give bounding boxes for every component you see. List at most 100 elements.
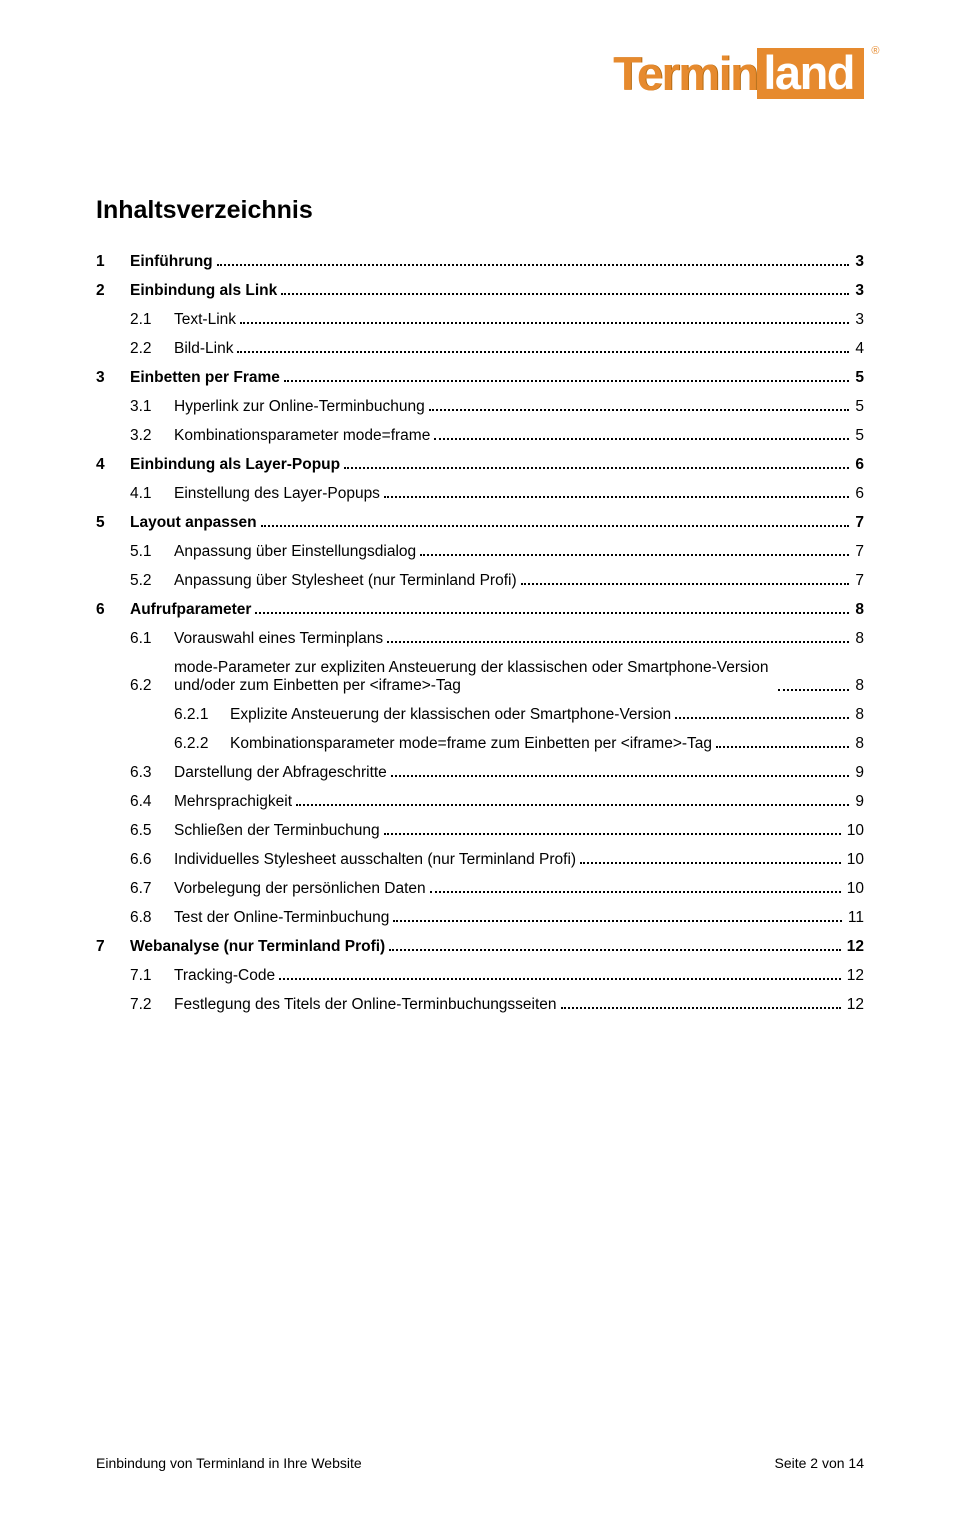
toc-page-number: 8	[853, 735, 864, 753]
toc-entry[interactable]: 5.2Anpassung über Stylesheet (nur Termin…	[130, 572, 864, 590]
toc-leader-dots	[675, 717, 849, 719]
toc-leader-dots	[255, 612, 849, 614]
toc-leader-dots	[237, 351, 849, 353]
toc-label: Schließen der Terminbuchung	[174, 822, 380, 840]
toc-leader-dots	[284, 380, 850, 382]
toc-label: Einführung	[130, 253, 213, 271]
toc-page-number: 4	[853, 340, 864, 358]
toc-page-number: 8	[853, 630, 864, 648]
toc-leader-dots	[240, 322, 849, 324]
toc-label: Individuelles Stylesheet ausschalten (nu…	[174, 851, 576, 869]
toc-label: Vorauswahl eines Terminplans	[174, 630, 383, 648]
toc-number: 6.1	[130, 630, 174, 648]
toc-page-number: 5	[853, 369, 864, 387]
toc-label: Darstellung der Abfrageschritte	[174, 764, 387, 782]
toc-label: Einbindung als Link	[130, 282, 277, 300]
toc-number: 6.5	[130, 822, 174, 840]
toc-entry[interactable]: 6.7Vorbelegung der persönlichen Daten 10	[130, 880, 864, 898]
toc-number: 5	[96, 514, 130, 532]
toc-entry[interactable]: 6.3Darstellung der Abfrageschritte9	[130, 764, 864, 782]
toc-page-number: 10	[845, 880, 864, 898]
toc-entry[interactable]: 6.5Schließen der Terminbuchung 10	[130, 822, 864, 840]
toc-entry[interactable]: 6Aufrufparameter8	[96, 601, 864, 619]
toc-number: 1	[96, 253, 130, 271]
toc-number: 7.2	[130, 996, 174, 1014]
toc-page-number: 6	[853, 485, 864, 503]
toc-label: Tracking-Code	[174, 967, 275, 985]
toc-entry[interactable]: 6.6Individuelles Stylesheet ausschalten …	[130, 851, 864, 869]
toc-entry[interactable]: 3Einbetten per Frame 5	[96, 369, 864, 387]
toc-entry[interactable]: 2Einbindung als Link 3	[96, 282, 864, 300]
footer-left: Einbindung von Terminland in Ihre Websit…	[96, 1455, 362, 1471]
toc-number: 5.2	[130, 572, 174, 590]
toc-number: 2	[96, 282, 130, 300]
toc-label: Aufrufparameter	[130, 601, 251, 619]
toc-entry[interactable]: 5.1Anpassung über Einstellungsdialog7	[130, 543, 864, 561]
toc-page-number: 10	[845, 851, 864, 869]
toc-page-number: 6	[853, 456, 864, 474]
toc-page-number: 3	[853, 311, 864, 329]
toc-entry[interactable]: 7Webanalyse (nur Terminland Profi)12	[96, 938, 864, 956]
toc-number: 2.2	[130, 340, 174, 358]
content-area: Inhaltsverzeichnis 1Einführung32Einbindu…	[96, 46, 864, 1014]
toc-leader-dots	[580, 862, 841, 864]
toc-label: Kombinationsparameter mode=frame zum Ein…	[230, 735, 712, 753]
toc-entry[interactable]: 3.2Kombinationsparameter mode=frame5	[130, 427, 864, 445]
toc-leader-dots	[384, 496, 849, 498]
toc-entry[interactable]: 6.4Mehrsprachigkeit9	[130, 793, 864, 811]
toc-number: 6.8	[130, 909, 174, 927]
toc-leader-dots	[778, 689, 849, 691]
toc-number: 6.3	[130, 764, 174, 782]
toc-leader-dots	[261, 525, 850, 527]
toc-leader-dots	[217, 264, 850, 266]
logo-land-label: land	[763, 46, 854, 99]
toc-leader-dots	[344, 467, 849, 469]
toc-entry[interactable]: 6.2.2Kombinationsparameter mode=frame zu…	[174, 735, 864, 753]
toc-entry[interactable]: 4.1Einstellung des Layer-Popups6	[130, 485, 864, 503]
toc-entry[interactable]: 1Einführung3	[96, 253, 864, 271]
toc-number: 3.1	[130, 398, 174, 416]
toc-number: 6.2.2	[174, 735, 230, 753]
toc-number: 6.7	[130, 880, 174, 898]
toc-label: Einstellung des Layer-Popups	[174, 485, 380, 503]
toc-page-number: 7	[853, 572, 864, 590]
toc-page-number: 7	[853, 543, 864, 561]
toc-leader-dots	[434, 438, 849, 440]
logo-text-termin: Termin	[613, 46, 757, 101]
toc-label: Kombinationsparameter mode=frame	[174, 427, 430, 445]
toc-leader-dots	[420, 554, 849, 556]
toc-leader-dots	[561, 1007, 841, 1009]
toc-entry[interactable]: 6.1Vorauswahl eines Terminplans 8	[130, 630, 864, 648]
toc-entry[interactable]: 3.1Hyperlink zur Online-Terminbuchung5	[130, 398, 864, 416]
toc-entry[interactable]: 6.2.1Explizite Ansteuerung der klassisch…	[174, 706, 864, 724]
toc-number: 3	[96, 369, 130, 387]
toc-entry[interactable]: 2.1Text-Link3	[130, 311, 864, 329]
toc-entry[interactable]: 6.2mode-Parameter zur expliziten Ansteue…	[130, 659, 864, 695]
toc-leader-dots	[716, 746, 849, 748]
toc-label: Webanalyse (nur Terminland Profi)	[130, 938, 385, 956]
toc-number: 2.1	[130, 311, 174, 329]
toc-entry[interactable]: 4Einbindung als Layer-Popup6	[96, 456, 864, 474]
toc-label: Festlegung des Titels der Online-Terminb…	[174, 996, 557, 1014]
toc-entry[interactable]: 6.8Test der Online-Terminbuchung11	[130, 909, 864, 927]
toc-entry[interactable]: 7.2Festlegung des Titels der Online-Term…	[130, 996, 864, 1014]
footer-right: Seite 2 von 14	[774, 1455, 864, 1471]
toc-label: Einbetten per Frame	[130, 369, 280, 387]
toc-leader-dots	[393, 920, 842, 922]
toc-label: Mehrsprachigkeit	[174, 793, 292, 811]
toc-entry[interactable]: 5Layout anpassen7	[96, 514, 864, 532]
toc-label: Vorbelegung der persönlichen Daten	[174, 880, 426, 898]
toc-page-number: 3	[853, 282, 864, 300]
toc-page-number: 11	[846, 909, 864, 927]
toc-page-number: 10	[845, 822, 864, 840]
toc-leader-dots	[391, 775, 850, 777]
toc-leader-dots	[429, 409, 850, 411]
toc-label: Layout anpassen	[130, 514, 257, 532]
toc-entry[interactable]: 2.2Bild-Link4	[130, 340, 864, 358]
toc-number: 7.1	[130, 967, 174, 985]
toc-leader-dots	[384, 833, 841, 835]
toc-leader-dots	[389, 949, 841, 951]
toc-label: Anpassung über Stylesheet (nur Terminlan…	[174, 572, 517, 590]
toc-number: 6.2.1	[174, 706, 230, 724]
toc-entry[interactable]: 7.1Tracking-Code12	[130, 967, 864, 985]
